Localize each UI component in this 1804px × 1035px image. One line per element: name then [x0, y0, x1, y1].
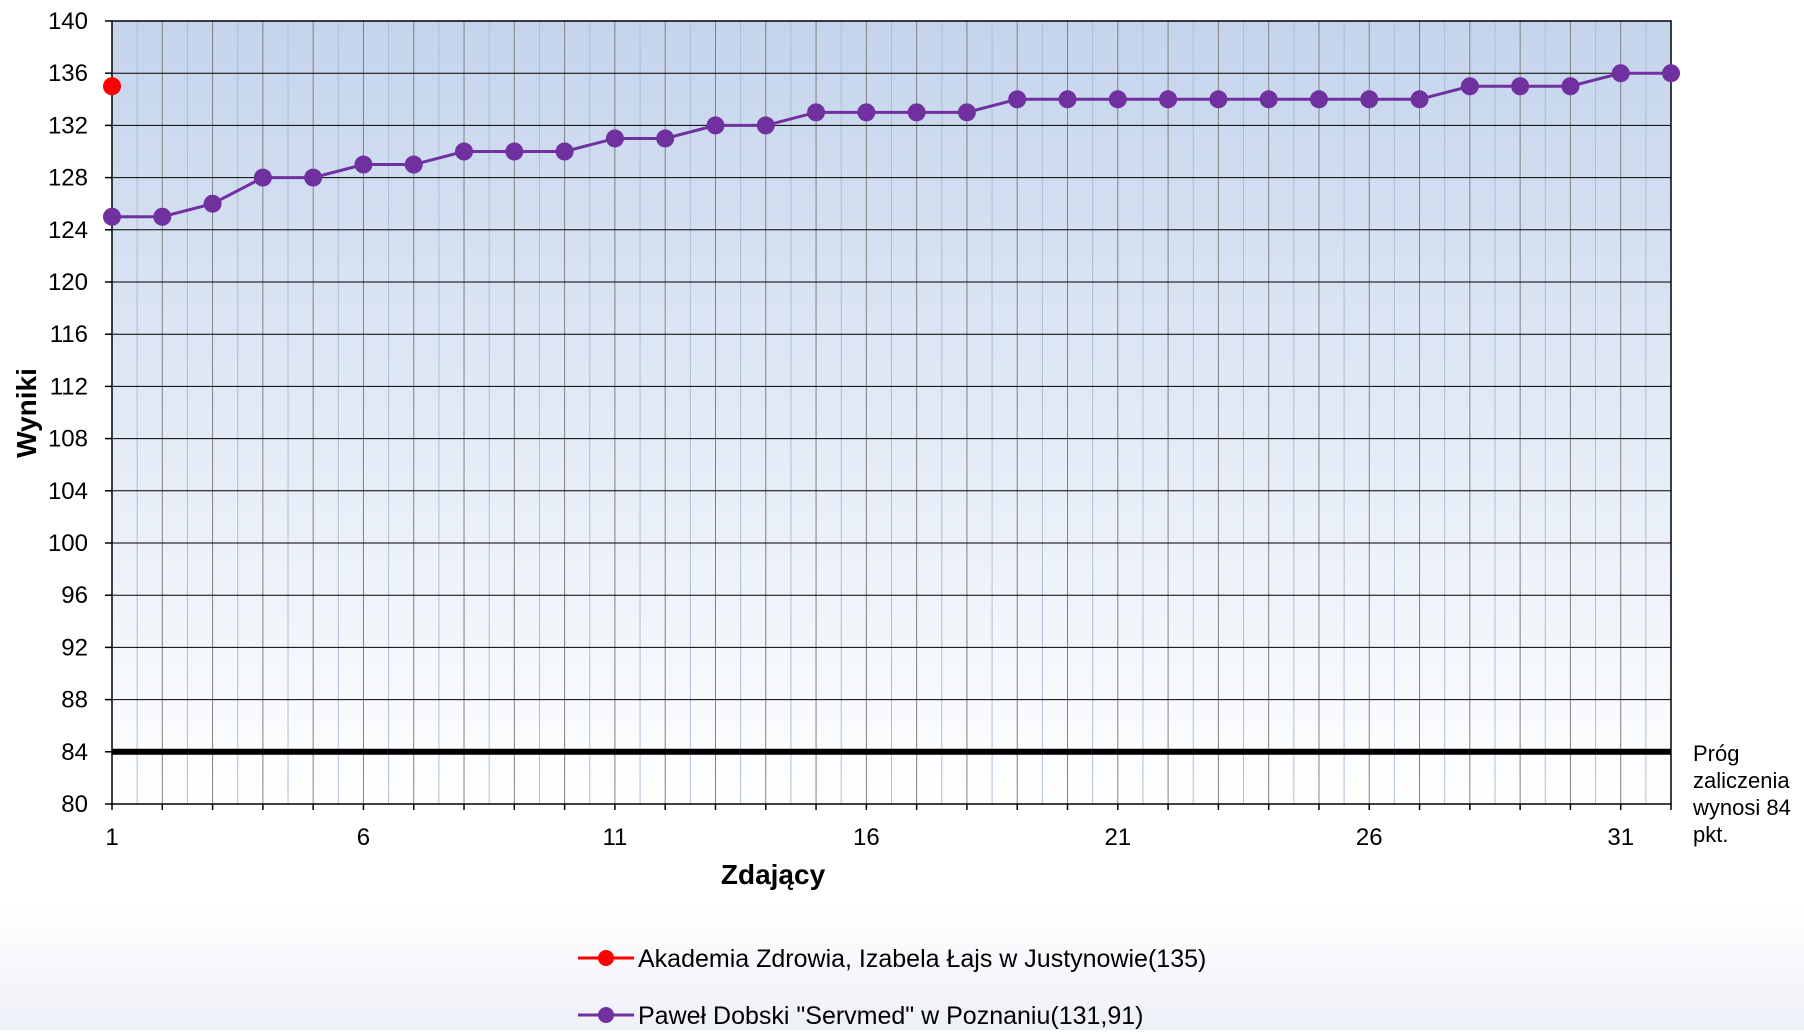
threshold-label-line: wynosi 84 [1692, 795, 1791, 820]
x-tick-label: 26 [1356, 824, 1383, 851]
y-tick-label: 140 [48, 8, 88, 35]
data-point [505, 142, 524, 161]
y-tick-label: 132 [48, 112, 88, 139]
data-point [253, 168, 272, 187]
y-tick-label: 136 [48, 60, 88, 87]
data-point [404, 155, 423, 174]
threshold-label-line: zaliczenia [1693, 768, 1790, 793]
data-point [1309, 90, 1328, 109]
data-point [203, 194, 222, 213]
y-tick-label: 116 [50, 321, 88, 348]
data-point [656, 129, 675, 148]
y-axis-title: Wyniki [11, 368, 42, 458]
data-point [1108, 90, 1127, 109]
threshold-label-line: pkt. [1693, 822, 1728, 847]
data-point [907, 103, 926, 122]
x-tick-label: 6 [357, 824, 370, 851]
legend-marker [598, 1007, 614, 1023]
data-point [1410, 90, 1429, 109]
series-layer [103, 64, 1680, 226]
data-point [957, 103, 976, 122]
y-tick-label: 92 [61, 634, 88, 661]
data-point [103, 207, 121, 226]
data-point [1611, 64, 1630, 83]
data-point [706, 116, 725, 135]
data-point [1008, 90, 1027, 109]
y-tick-label: 80 [61, 791, 88, 818]
major-gridlines [111, 20, 1672, 805]
y-tick-label: 120 [48, 269, 88, 296]
y-tick-label: 88 [61, 687, 88, 714]
data-point [1561, 77, 1580, 96]
data-point [555, 142, 574, 161]
y-tick-label: 112 [50, 373, 88, 400]
data-point [153, 207, 172, 226]
plot-border [111, 20, 1672, 805]
x-axis-ticks: 1 6 11 16 21 26 31 [105, 804, 1672, 851]
data-point [455, 142, 474, 161]
legend-label: Paweł Dobski "Servmed" w Poznaniu(131,91… [638, 1002, 1144, 1030]
y-axis-ticks: 80 84 88 92 96 100 104 108 112 116 120 124 128 132 136… [48, 8, 112, 818]
data-point [354, 155, 373, 174]
data-point [304, 168, 323, 187]
data-point [1159, 90, 1178, 109]
data-point [1259, 90, 1278, 109]
data-point [103, 77, 121, 96]
legend-marker [598, 950, 614, 966]
y-tick-label: 124 [48, 217, 88, 244]
data-point [605, 129, 624, 148]
x-axis-title: Zdający [721, 859, 826, 890]
y-tick-label: 108 [48, 426, 88, 453]
y-tick-label: 104 [48, 478, 88, 505]
data-point [756, 116, 775, 135]
legend-label: Akademia Zdrowia, Izabela Łajs w Justyno… [638, 945, 1206, 973]
y-tick-label: 84 [61, 739, 88, 766]
data-point [1360, 90, 1379, 109]
y-tick-label: 100 [48, 530, 88, 557]
y-tick-label: 96 [61, 582, 88, 609]
data-point [807, 103, 826, 122]
x-tick-label: 11 [602, 824, 627, 851]
data-point [1209, 90, 1228, 109]
data-point [1460, 77, 1479, 96]
y-tick-label: 128 [48, 165, 88, 192]
data-point [1662, 64, 1680, 83]
data-point [857, 103, 876, 122]
x-tick-label: 16 [853, 824, 880, 851]
data-point [1511, 77, 1530, 96]
legend: Akademia Zdrowia, Izabela Łajs w Justyno… [578, 945, 1206, 1030]
data-point [1058, 90, 1077, 109]
x-tick-label: 31 [1607, 824, 1634, 851]
threshold-label-line: Próg [1693, 741, 1739, 766]
x-tick-label: 1 [105, 824, 118, 851]
x-tick-label: 21 [1104, 824, 1131, 851]
